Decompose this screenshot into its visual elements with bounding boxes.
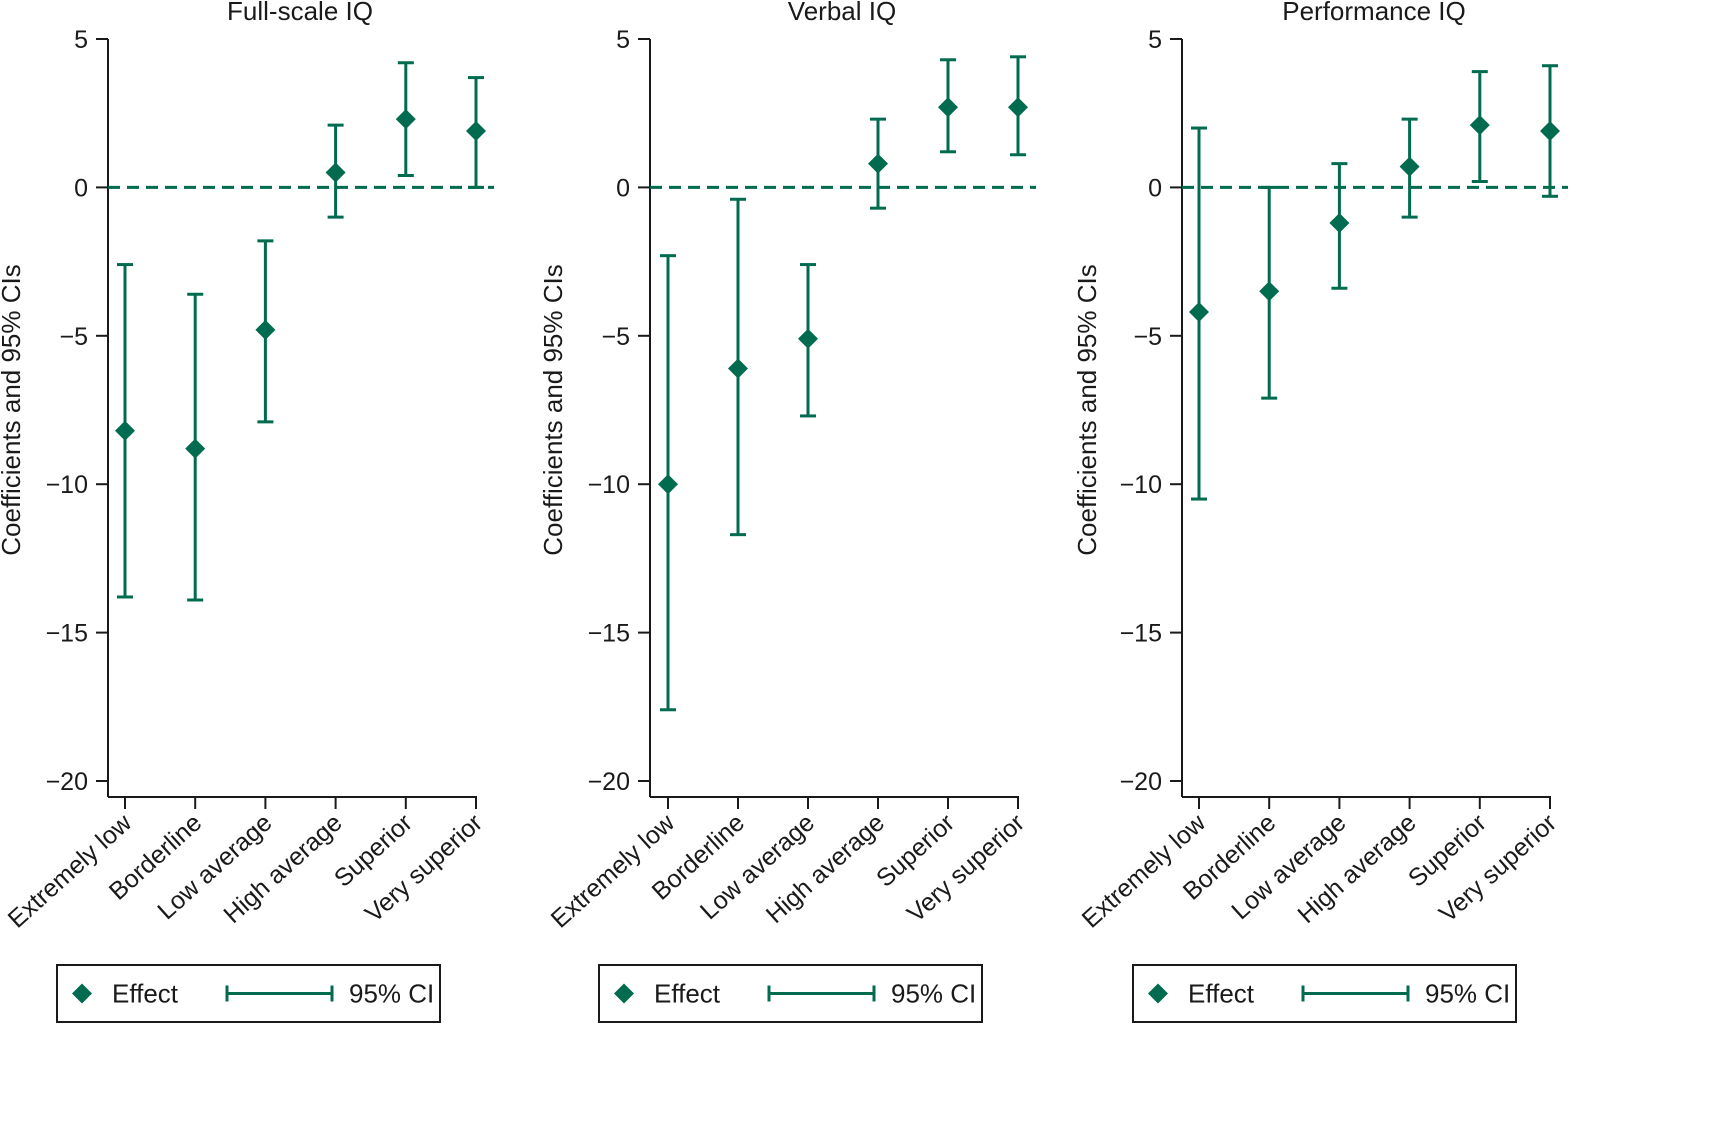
legend-ci-label: 95% CI (349, 979, 434, 1009)
y-tick-label: 0 (616, 174, 630, 202)
legend-effect-marker (72, 983, 92, 1004)
chart-panel-2: Verbal IQ 5 0 −5 −10 −15 −20 Coefficients and 9… (538, 0, 1036, 1023)
effect-point (658, 474, 678, 495)
effect-point (395, 109, 416, 130)
y-tick-label: −20 (588, 768, 630, 796)
effect-point (1329, 213, 1350, 234)
legend: Effect 95% CI (598, 964, 983, 1023)
effect-point (728, 358, 748, 379)
chart-panel-3: Performance IQ 5 0 −5 −10 −15 −20 Coefficients … (1072, 0, 1568, 1023)
y-tick-label: −5 (59, 323, 88, 351)
effect-point (466, 121, 486, 142)
effect-point (1259, 281, 1280, 302)
legend-effect-label: Effect (1188, 979, 1255, 1009)
y-tick-label: −5 (1133, 323, 1162, 351)
y-tick-label: −20 (1120, 768, 1162, 796)
legend-ci-label: 95% CI (891, 979, 976, 1009)
y-tick-label: 5 (1148, 26, 1162, 54)
y-axis-label: Coefficients and 95% CIs (0, 264, 26, 555)
y-tick-label: 0 (74, 174, 88, 202)
y-axis-label: Coefficients and 95% CIs (1072, 264, 1102, 555)
y-axis-label: Coefficients and 95% CIs (538, 264, 568, 555)
effect-point (115, 420, 135, 441)
chart-title: Performance IQ (1282, 0, 1466, 26)
x-tick-label: Extremely low (546, 808, 681, 934)
legend-effect-label: Effect (112, 979, 179, 1009)
legend-ci-label: 95% CI (1425, 979, 1510, 1009)
effect-point (1189, 302, 1209, 323)
y-tick-label: −10 (588, 471, 630, 499)
effect-point (1399, 156, 1420, 177)
effect-point (868, 153, 888, 174)
effect-point (325, 162, 346, 183)
y-tick-label: 0 (1148, 174, 1162, 202)
legend: Effect 95% CI (1132, 964, 1517, 1023)
y-tick-label: −10 (1120, 471, 1162, 499)
y-tick-label: −20 (46, 768, 88, 796)
effect-point (255, 319, 276, 340)
effect-point (938, 97, 958, 118)
legend: Effect 95% CI (56, 964, 441, 1023)
legend-effect-label: Effect (654, 979, 721, 1009)
y-tick-label: −15 (1120, 620, 1162, 648)
effect-point (185, 438, 206, 459)
legend-effect-marker (614, 983, 634, 1004)
y-tick-label: −15 (46, 620, 88, 648)
y-tick-label: −15 (588, 620, 630, 648)
effect-point (798, 328, 818, 349)
y-tick-label: −5 (601, 323, 630, 351)
chart-panel-1: Full-scale IQ 5 0 −5 −10 −15 −20 Coefficients a… (0, 0, 494, 1023)
legend-effect-marker (1148, 983, 1168, 1004)
chart-title: Verbal IQ (788, 0, 896, 26)
effect-point (1469, 115, 1490, 136)
x-tick-label: Extremely low (3, 808, 138, 934)
chart-title: Full-scale IQ (227, 0, 373, 26)
effect-point (1540, 121, 1560, 142)
y-tick-label: 5 (616, 26, 630, 54)
x-tick-label: Extremely low (1077, 808, 1212, 934)
effect-point (1008, 97, 1028, 118)
y-tick-label: −10 (46, 471, 88, 499)
y-tick-label: 5 (74, 26, 88, 54)
